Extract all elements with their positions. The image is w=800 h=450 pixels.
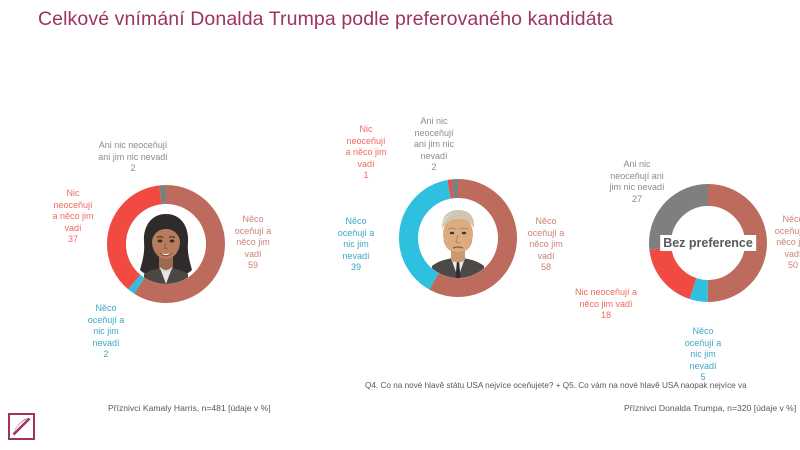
chart2-label-positive-value: 5 (700, 372, 706, 383)
chart1-label-neutral: Ani nic neoceňují ani jim nic nevadí 2 (398, 105, 470, 185)
chart1-label-mixed-text: Něco oceňují a něco jim vadí (527, 216, 565, 261)
chart0-label-negative-text: Nic neoceňují a něco jim vadí (52, 188, 94, 233)
donut-center-label: Bez preference (660, 235, 756, 251)
chart2-label-mixed: Něco oceňují a něco jim vadí 50 (762, 203, 800, 283)
donut-segment-positive (399, 179, 517, 297)
chart2-label-negative-text: Nic neoceňují a něco jim vadí (574, 287, 638, 309)
kamala-harris-portrait (126, 204, 206, 284)
chart-block-harris: Ani nic neoceňují ani jim nic nevadí 2 N… (0, 0, 271, 450)
chart-block-no-preference: Ani nic neoceňují ani jim nic nevadí 27 … (534, 0, 800, 450)
chart1-label-neutral-text: Ani nic neoceňují ani jim nic nevadí (413, 116, 454, 161)
chart2-label-neutral-value: 27 (631, 193, 642, 204)
chart0-label-positive-text: Něco oceňují a nic jim nevadí (87, 303, 125, 348)
chart0-label-neutral-text: Ani nic neoceňují ani jim nic nevadí (98, 140, 168, 162)
chart0-label-neutral-value: 2 (130, 163, 136, 174)
chart0-label-positive-value: 2 (103, 349, 109, 360)
chart1-label-negative-text: Nic neoceňují a něco jim vadí (345, 124, 387, 169)
donut-chart-no-preference: Bez preference (646, 181, 770, 305)
page-title: Celkové vnímání Donalda Trumpa podle pre… (38, 8, 614, 30)
chart1-label-mixed-value: 58 (540, 262, 551, 273)
chart1-caption: Příznivci Donalda Trumpa, n=320 [údaje v… (624, 403, 797, 413)
chart1-label-positive: Něco oceňují a nic jim nevadí 39 (324, 205, 388, 285)
chart2-label-mixed-value: 50 (787, 260, 798, 271)
donut-segment-neutral (399, 179, 517, 297)
donald-trump-portrait (418, 198, 498, 278)
logo-slash-icon (12, 417, 31, 436)
donut-chart-trump (396, 176, 520, 300)
chart0-label-negative: Nic neoceňují a něco jim vadí 37 (42, 177, 104, 257)
chart2-label-negative: Nic neoceňují a něco jim vadí 18 (556, 276, 656, 333)
chart2-label-neutral: Ani nic neoceňují ani jim nic nevadí 27 (592, 148, 682, 216)
chart0-label-positive: Něco oceňují a nic jim nevadí 2 (75, 292, 137, 372)
chart0-label-mixed-text: Něco oceňují a něco jim vadí (234, 214, 272, 259)
donut-segment-neutral (107, 185, 225, 303)
chart0-label-mixed: Něco oceňují a něco jim vadí 59 (222, 203, 284, 283)
chart2-label-positive: Něco oceňují a nic jim nevadí 5 (672, 315, 734, 395)
chart2-label-neutral-text: Ani nic neoceňují ani jim nic nevadí (609, 159, 665, 193)
donut-segment-negative (107, 185, 225, 303)
chart1-label-mixed: Něco oceňují a něco jim vadí 58 (515, 205, 577, 285)
donut-svg-trump (399, 179, 517, 297)
chart1-label-positive-text: Něco oceňují a nic jim nevadí (337, 216, 375, 261)
question-footnote: Q4. Co na nové hlavě státu USA nejvíce o… (365, 381, 747, 390)
chart-block-trump: Ani nic neoceňují ani jim nic nevadí 2 N… (262, 0, 796, 450)
brand-logo (8, 413, 35, 440)
donut-segment-neutral (649, 184, 767, 302)
chart0-caption: Příznivci Kamaly Harris, n=481 [údaje v … (108, 403, 271, 413)
chart0-label-mixed-value: 59 (247, 260, 258, 271)
chart1-label-negative-value: 1 (363, 170, 369, 181)
chart1-label-positive-value: 39 (350, 262, 361, 273)
chart1-label-negative: Nic neoceňují a něco jim vadí 1 (335, 113, 397, 193)
donut-chart-harris (104, 182, 228, 306)
chart2-label-negative-value: 18 (600, 310, 611, 321)
donut-svg-no-preference (649, 184, 767, 302)
chart0-label-negative-value: 37 (67, 234, 78, 245)
chart0-label-neutral: Ani nic neoceňují ani jim nic nevadí 2 (85, 129, 181, 186)
donut-svg-harris (107, 185, 225, 303)
chart2-label-mixed-text: Něco oceňují a něco jim vadí (774, 214, 800, 259)
chart2-label-positive-text: Něco oceňují a nic jim nevadí (684, 326, 722, 371)
chart1-label-neutral-value: 2 (431, 162, 437, 173)
